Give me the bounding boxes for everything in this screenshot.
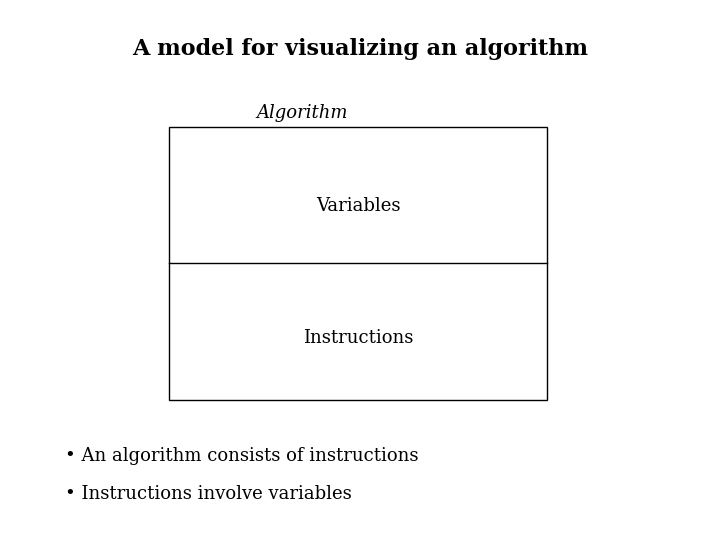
Text: • Instructions involve variables: • Instructions involve variables (65, 485, 351, 503)
Text: A model for visualizing an algorithm: A model for visualizing an algorithm (132, 38, 588, 60)
Text: Algorithm: Algorithm (256, 104, 348, 122)
Bar (169, 127, 547, 400)
Text: Variables: Variables (316, 197, 401, 215)
Text: Instructions: Instructions (303, 329, 414, 347)
Text: • An algorithm consists of instructions: • An algorithm consists of instructions (65, 447, 418, 465)
